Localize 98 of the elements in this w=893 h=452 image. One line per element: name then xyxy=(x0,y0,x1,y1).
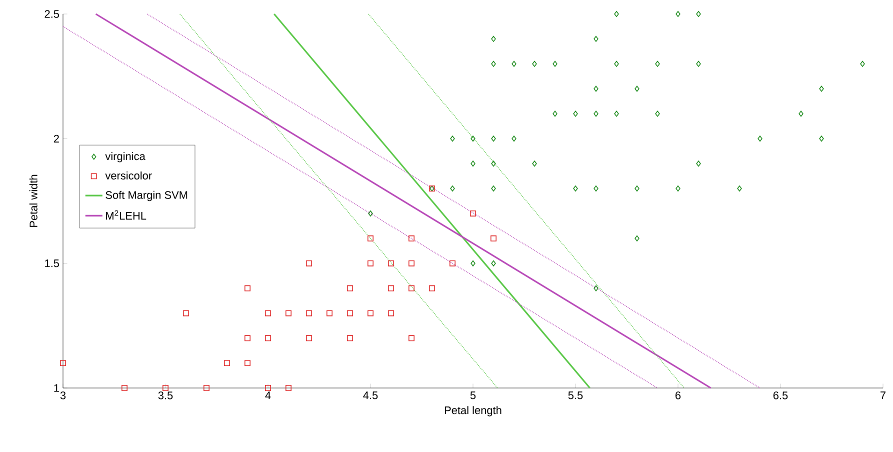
y-tick-label: 1 xyxy=(54,384,59,392)
point xyxy=(655,60,660,67)
point xyxy=(614,60,619,67)
point xyxy=(573,186,578,192)
point xyxy=(388,260,394,266)
x-tick-label: 5.5 xyxy=(568,392,583,400)
point xyxy=(594,186,598,192)
legend-label: virginica xyxy=(105,152,146,162)
point xyxy=(798,110,804,117)
y-axis-title: Petal width xyxy=(29,174,38,227)
point xyxy=(491,136,496,142)
point xyxy=(286,385,292,391)
point xyxy=(696,11,701,17)
point xyxy=(614,110,619,117)
point xyxy=(676,11,680,17)
point xyxy=(368,260,374,266)
y-tick-label: 2 xyxy=(54,134,59,142)
point xyxy=(306,260,312,266)
point xyxy=(552,60,558,67)
point xyxy=(470,136,476,142)
point xyxy=(244,360,250,366)
point xyxy=(388,285,394,292)
point xyxy=(204,385,210,391)
point xyxy=(491,60,496,67)
y-tick-label: 1.5 xyxy=(45,260,60,268)
point xyxy=(512,136,516,142)
point xyxy=(655,110,660,117)
x-tick-label: 3.5 xyxy=(158,392,173,400)
point xyxy=(594,86,598,92)
point xyxy=(758,136,762,142)
point xyxy=(594,285,598,292)
point xyxy=(388,310,394,316)
point xyxy=(347,285,353,292)
point xyxy=(860,60,865,67)
point xyxy=(470,160,476,167)
point xyxy=(491,160,496,167)
point xyxy=(306,310,312,316)
x-tick-label: 7 xyxy=(880,392,886,400)
point xyxy=(614,11,619,17)
point xyxy=(490,235,496,242)
point xyxy=(552,110,558,117)
point xyxy=(265,335,271,342)
x-tick-label: 4.5 xyxy=(363,392,378,400)
point xyxy=(244,285,250,292)
point xyxy=(594,36,598,42)
point xyxy=(224,360,230,366)
point xyxy=(491,260,496,266)
point xyxy=(286,310,292,316)
y-tick-label: 2.5 xyxy=(44,10,60,18)
point xyxy=(408,260,414,266)
x-tick-label: 3 xyxy=(60,392,66,400)
point xyxy=(470,260,476,266)
point xyxy=(408,285,414,292)
x-axis-title: Petal length xyxy=(444,406,502,416)
point xyxy=(429,285,435,292)
point xyxy=(326,310,332,316)
point xyxy=(122,385,128,391)
point xyxy=(162,385,168,391)
point xyxy=(265,310,271,316)
point xyxy=(532,60,537,67)
point xyxy=(347,335,353,342)
point xyxy=(676,186,680,192)
point xyxy=(60,360,66,366)
point xyxy=(347,310,353,316)
legend-label: M$^{2}$LEHL xyxy=(106,210,146,220)
x-tick-label: 6 xyxy=(676,392,681,400)
point xyxy=(573,110,578,117)
point xyxy=(183,310,189,316)
point xyxy=(634,86,640,92)
point xyxy=(408,335,414,342)
point xyxy=(470,210,476,216)
legend-label: Soft Margin SVM xyxy=(106,190,188,202)
x-tick-label: 5 xyxy=(470,392,476,400)
point xyxy=(696,160,701,167)
point xyxy=(368,210,373,216)
point xyxy=(450,136,455,142)
point xyxy=(819,136,824,142)
point xyxy=(408,235,414,242)
point xyxy=(306,335,312,342)
point xyxy=(265,385,271,391)
point xyxy=(491,36,496,42)
legend-label: versicolor xyxy=(105,171,152,180)
x-tick-label: 6.5 xyxy=(773,392,788,400)
point xyxy=(368,310,374,316)
point xyxy=(737,186,742,192)
x-tick-label: 4 xyxy=(265,392,271,400)
point xyxy=(696,60,701,67)
point xyxy=(594,110,598,117)
point xyxy=(634,186,640,192)
point xyxy=(819,86,824,92)
point xyxy=(450,186,455,192)
point xyxy=(491,186,496,192)
point xyxy=(450,260,456,266)
point xyxy=(368,235,374,242)
point xyxy=(532,160,537,167)
point xyxy=(512,60,516,67)
point xyxy=(634,235,640,242)
point xyxy=(244,335,250,342)
